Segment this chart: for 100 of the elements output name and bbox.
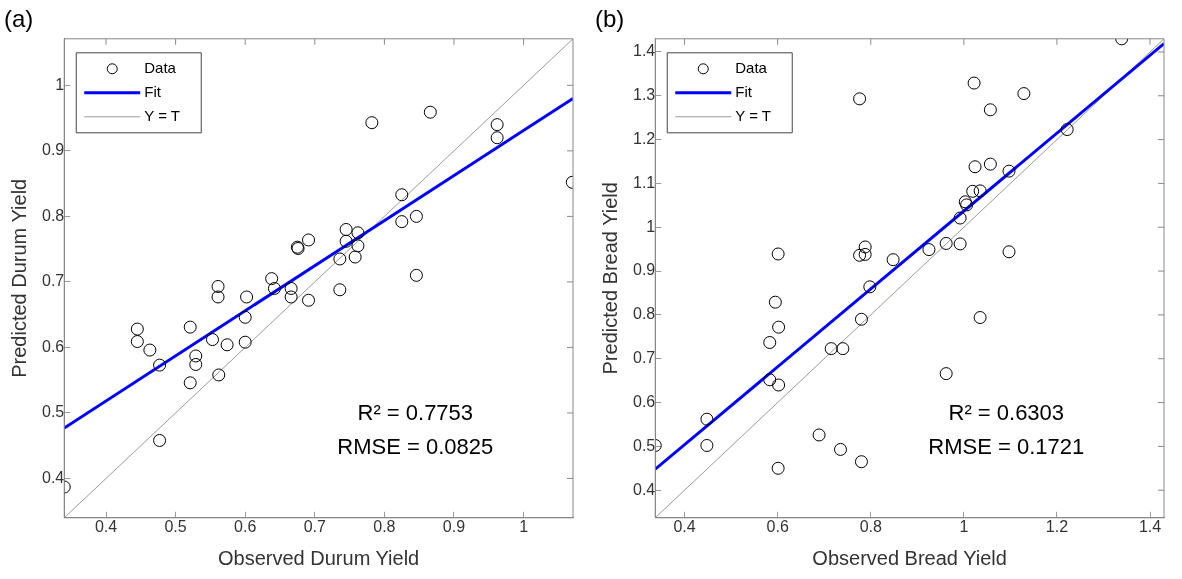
x-tick-label: 1.2 xyxy=(1045,517,1069,535)
legend-label: Fit xyxy=(735,82,753,100)
point xyxy=(212,368,226,382)
x-tick-label: 0.4 xyxy=(94,517,118,535)
y-tick-label: 1.1 xyxy=(632,173,656,191)
point xyxy=(183,320,197,334)
point xyxy=(1002,164,1016,178)
point xyxy=(968,160,982,174)
point xyxy=(983,103,997,117)
point xyxy=(863,280,877,294)
x-tick-label: 0.5 xyxy=(164,517,187,535)
point xyxy=(854,455,868,469)
point xyxy=(211,279,225,293)
point xyxy=(395,215,409,229)
x-tick-label: 1 xyxy=(959,517,969,535)
chart-title: (a) xyxy=(4,5,34,33)
y-tick-label: 0.5 xyxy=(41,403,65,421)
point xyxy=(812,428,826,442)
point xyxy=(953,211,967,225)
point xyxy=(351,226,365,240)
point xyxy=(267,281,281,295)
x-tick-label: 1.4 xyxy=(1138,517,1162,535)
y-tick-label: 0.4 xyxy=(632,480,656,498)
y-tick-label: 0.8 xyxy=(632,305,656,323)
point xyxy=(1002,245,1016,259)
y-tick-label: 1 xyxy=(55,75,65,93)
legend-label: Data xyxy=(735,58,768,76)
point xyxy=(153,433,167,447)
point xyxy=(854,312,868,326)
y-tick-label: 1.4 xyxy=(632,42,656,60)
point xyxy=(339,234,353,248)
point xyxy=(771,461,785,475)
y-tick-label: 0.7 xyxy=(41,272,65,290)
point xyxy=(265,272,279,286)
point xyxy=(409,209,423,223)
point xyxy=(939,236,953,250)
annotation: R² = 0.7753 xyxy=(357,399,474,425)
y-tick-label: 1.3 xyxy=(632,86,656,104)
point xyxy=(205,333,219,347)
point xyxy=(922,243,936,257)
point xyxy=(284,281,298,295)
point xyxy=(490,118,504,132)
x-tick-label: 0.9 xyxy=(442,517,466,535)
point xyxy=(836,342,850,356)
y-tick-label: 0.6 xyxy=(41,337,65,355)
point xyxy=(333,283,347,297)
point xyxy=(700,412,714,426)
legend-label: Fit xyxy=(144,82,162,100)
point xyxy=(853,92,867,106)
point xyxy=(973,184,987,198)
x-tick-label: 0.8 xyxy=(373,517,396,535)
legend-label: Y = T xyxy=(144,106,180,124)
point xyxy=(365,116,379,130)
point xyxy=(700,438,714,452)
point xyxy=(858,240,872,254)
point xyxy=(130,322,144,336)
point xyxy=(143,343,157,357)
point xyxy=(772,378,786,392)
point xyxy=(1017,87,1031,101)
point xyxy=(967,76,981,90)
point xyxy=(953,237,967,251)
point xyxy=(211,290,225,304)
point xyxy=(768,295,782,309)
y-tick-label: 0.6 xyxy=(632,392,656,410)
point xyxy=(824,342,838,356)
point xyxy=(983,157,997,171)
point xyxy=(238,335,252,349)
point xyxy=(973,311,987,325)
point xyxy=(858,247,872,261)
annotation: RMSE = 0.0825 xyxy=(337,433,494,459)
point xyxy=(302,233,316,247)
point xyxy=(238,310,252,324)
annotation: RMSE = 0.1721 xyxy=(928,433,1085,459)
point xyxy=(240,290,254,304)
point xyxy=(302,293,316,307)
point xyxy=(333,252,347,266)
x-tick-label: 0.6 xyxy=(766,517,789,535)
x-tick-label: 0.6 xyxy=(234,517,257,535)
point xyxy=(189,349,203,363)
y-tick-label: 1 xyxy=(646,217,656,235)
point xyxy=(939,367,953,381)
x-axis-title: Observed Bread Yield xyxy=(812,546,1007,569)
point xyxy=(220,338,234,352)
point xyxy=(395,188,409,202)
point xyxy=(348,250,362,264)
point xyxy=(153,358,167,372)
point xyxy=(409,268,423,282)
legend-label: Data xyxy=(144,58,177,76)
point xyxy=(130,335,144,349)
point xyxy=(772,320,786,334)
annotation: R² = 0.6303 xyxy=(948,399,1065,425)
x-axis-title: Observed Durum Yield xyxy=(218,546,420,569)
legend-label: Y = T xyxy=(735,106,771,124)
point xyxy=(966,184,980,198)
point xyxy=(771,247,785,261)
y-axis-title: Predicted Bread Yield xyxy=(598,182,621,375)
point xyxy=(853,248,867,262)
y-tick-label: 0.4 xyxy=(41,468,65,486)
point xyxy=(339,222,353,236)
x-tick-label: 0.4 xyxy=(673,517,696,535)
